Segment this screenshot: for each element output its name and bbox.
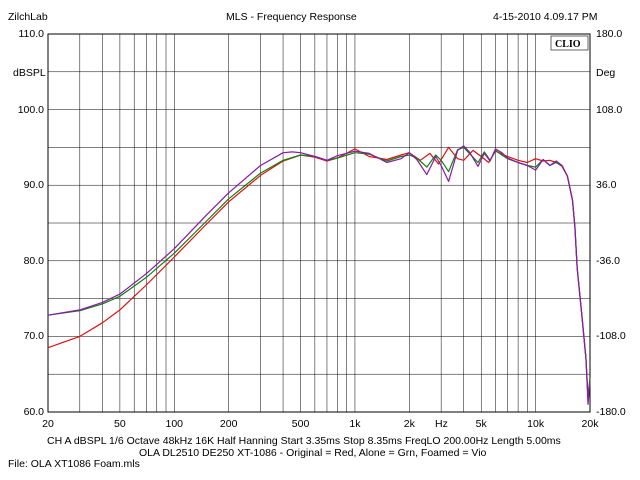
x-tick-label: 1k [349, 418, 361, 430]
y-tick-label: 100.0 [17, 103, 44, 116]
header-lab-name: ZilchLab [8, 11, 48, 23]
header-timestamp: 4-15-2010 4.09.17 PM [493, 11, 598, 23]
chart-title: MLS - Frequency Response [226, 11, 357, 23]
plot-curves [47, 145, 591, 405]
y2-axis-label: Deg [596, 67, 616, 79]
y2-tick-label: -108.0 [596, 330, 626, 343]
y-tick-label: 60.0 [23, 406, 44, 418]
clio-logo-text: CLIO [555, 39, 581, 50]
file-name: File: OLA XT1086 Foam.mls [8, 458, 140, 470]
series-legend: OLA DL2510 DE250 XT-1086 - Original = Re… [139, 447, 487, 459]
x-tick-label: 20 [42, 418, 54, 430]
y2-tick-label: 180.0 [596, 28, 623, 40]
x-tick-label: 100 [165, 418, 184, 430]
plot-grid [48, 34, 590, 412]
series-line-foamed [47, 145, 591, 405]
x-axis-unit: Hz [435, 418, 448, 430]
y2-tick-label: 108.0 [596, 103, 623, 116]
y2-tick-label: 36.0 [596, 179, 617, 192]
x-tick-label: 50 [114, 418, 126, 430]
y2-tick-label: -36.0 [596, 254, 620, 267]
x-tick-label: 2k [403, 418, 415, 430]
plot-frame [47, 33, 591, 413]
x-tick-label: 200 [219, 418, 238, 430]
y2-tick-label: -180.0 [596, 406, 626, 418]
x-tick-label: 20k [581, 418, 599, 430]
x-tick-label: 5k [475, 418, 487, 430]
y-tick-label: 70.0 [23, 330, 44, 343]
series-line-original [47, 146, 591, 398]
x-tick-label: 500 [291, 418, 310, 430]
x-tick-label: 10k [527, 418, 545, 430]
y-tick-label: 110.0 [18, 28, 45, 40]
measurement-settings: CH A dBSPL 1/6 Octave 48kHz 16K Half Han… [47, 435, 561, 447]
y-tick-label: 80.0 [23, 254, 44, 267]
y-axis-label: dBSPL [13, 67, 46, 79]
y-tick-label: 90.0 [23, 179, 44, 192]
clio-logo: CLIO [550, 35, 589, 51]
series-line-alone [47, 146, 591, 398]
